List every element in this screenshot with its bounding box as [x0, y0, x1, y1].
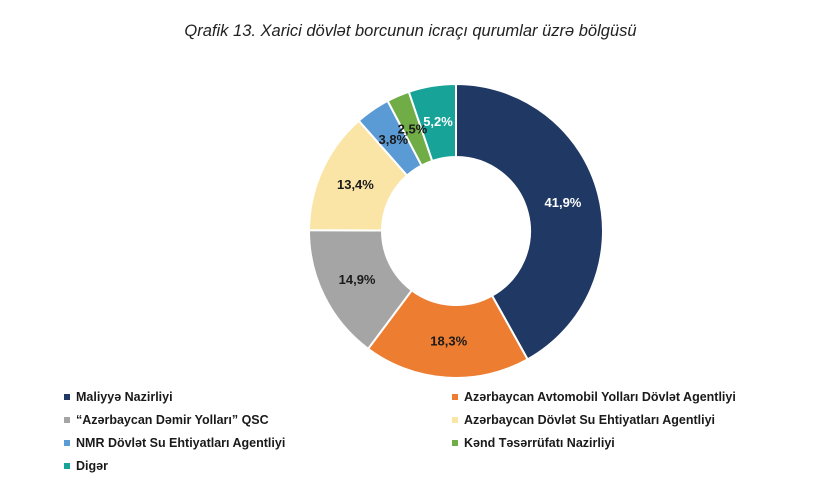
legend-item: Kənd Təsərrüfatı Nazirliyi [452, 436, 615, 450]
legend-label: Kənd Təsərrüfatı Nazirliyi [464, 436, 615, 450]
legend-label: NMR Dövlət Su Ehtiyatları Agentliyi [76, 436, 286, 450]
legend-label: Azərbaycan Dövlət Su Ehtiyatları Agentli… [464, 413, 715, 427]
slice-data-label: 18,3% [430, 333, 467, 348]
slice-data-label: 14,9% [339, 272, 376, 287]
legend-item: Maliyyə Nazirliyi [64, 390, 173, 404]
donut-chart: 41,9% 18,3% 14,9% 13,4% 3,8%2,5%5,2% [307, 82, 604, 379]
legend-swatch [64, 463, 70, 469]
slice-data-label: 13,4% [337, 177, 374, 192]
legend-swatch [64, 394, 70, 400]
legend-item: Azərbaycan Dövlət Su Ehtiyatları Agentli… [452, 413, 715, 427]
legend-label: “Azərbaycan Dəmir Yolları” QSC [76, 413, 269, 427]
donut-slice [366, 288, 529, 379]
legend-swatch [64, 417, 70, 423]
chart-title: Qrafik 13. Xarici dövlət borcunun icraçı… [184, 22, 637, 40]
slice-data-label: 5,2% [423, 114, 453, 129]
legend-swatch [452, 440, 458, 446]
legend-swatch [452, 394, 458, 400]
legend-swatch [452, 417, 458, 423]
legend-item: Azərbaycan Avtomobil Yolları Dövlət Agen… [452, 390, 736, 404]
donut-slice [455, 82, 604, 361]
legend-item: “Azərbaycan Dəmir Yolları” QSC [64, 413, 269, 427]
legend-label: Maliyyə Nazirliyi [76, 390, 173, 404]
legend-item: Digər [64, 459, 108, 473]
legend-item: NMR Dövlət Su Ehtiyatları Agentliyi [64, 436, 285, 450]
legend-label: Azərbaycan Avtomobil Yolları Dövlət Agen… [464, 390, 736, 404]
legend-label: Digər [76, 459, 108, 473]
donut-slice [407, 82, 457, 163]
slice-data-label: 41,9% [545, 195, 582, 210]
slice-data-label: 2,5% [398, 121, 428, 136]
legend-swatch [64, 440, 70, 446]
slice-data-label: 3,8% [378, 132, 408, 147]
